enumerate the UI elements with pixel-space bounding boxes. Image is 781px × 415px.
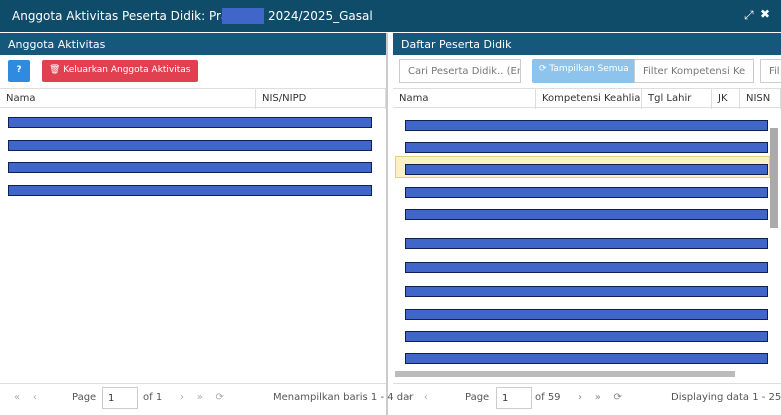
button-label: Keluarkan Anggota Aktivitas	[63, 65, 191, 75]
redaction	[405, 262, 768, 273]
button-label: Tampilkan Semua	[549, 64, 629, 74]
window-title-suffix: 2024/2025_Gasal	[268, 9, 373, 23]
pager: « ‹ Page 1 of 59 › » ⟳ Displaying data 1…	[393, 383, 781, 413]
column-header[interactable]: JK	[712, 89, 740, 109]
page-label: Page	[465, 392, 490, 403]
left-panel: Anggota Aktivitas ? 🗑 Keluarkan Anggota …	[0, 33, 413, 415]
redaction	[405, 142, 768, 153]
redaction	[405, 353, 768, 364]
pager: « ‹ Page 1 of 1 › » ⟳ Menampilkan baris …	[0, 383, 413, 413]
redaction	[8, 117, 372, 128]
pager-info: Menampilkan baris 1 - 4 dar	[273, 392, 414, 403]
help-button[interactable]: ?	[8, 60, 30, 82]
grid-header: Nama Kompetensi Keahlian Tgl Lahir JK NI…	[393, 88, 781, 109]
redaction	[405, 309, 768, 320]
maximize[interactable]: ⤢	[744, 8, 754, 22]
redaction	[405, 209, 768, 220]
panel-title: Anggota Aktivitas	[0, 33, 386, 55]
redaction	[405, 187, 768, 198]
pager-nav[interactable]: › » ⟳	[180, 392, 224, 403]
page-count: of 59	[535, 392, 561, 403]
redaction	[8, 140, 372, 151]
close[interactable]: ✖	[760, 7, 771, 21]
title-bar: Anggota Aktivitas Peserta Didik: Prakeri…	[0, 0, 781, 32]
redaction	[405, 331, 768, 342]
panel-title: Daftar Peserta Didik	[393, 33, 781, 55]
pager-nav[interactable]: « ‹	[405, 392, 428, 403]
column-header[interactable]: NIS/NIPD	[256, 89, 386, 109]
redaction	[405, 120, 768, 131]
h-scrollbar[interactable]	[395, 371, 735, 377]
column-header[interactable]: Tgl Lahir	[642, 89, 712, 109]
scrollbar[interactable]	[770, 128, 778, 228]
page-input[interactable]: 1	[496, 387, 532, 409]
window-title: Anggota Aktivitas Peserta Didik: Prakeri…	[12, 9, 259, 23]
grid-header: Nama NIS/NIPD	[0, 88, 386, 109]
page-input[interactable]: 1	[102, 387, 138, 409]
redaction	[8, 162, 372, 173]
search-input[interactable]: Cari Peserta Didik.. (Enter	[399, 59, 521, 83]
column-header[interactable]: NISN	[740, 89, 781, 109]
redaction	[8, 185, 372, 196]
pager-info: Displaying data 1 - 25 of 1	[671, 392, 781, 403]
redaction	[405, 286, 768, 297]
right-panel: Daftar Peserta Didik Cari Peserta Didik.…	[393, 33, 781, 415]
redaction	[405, 238, 768, 249]
filter-text: Filter Kompetensi Ke	[643, 66, 746, 77]
page-label: Page	[72, 392, 97, 403]
column-header[interactable]: Nama	[0, 89, 256, 109]
show-all-button[interactable]: ⟳ Tampilkan Semua	[532, 59, 636, 83]
column-header[interactable]: Nama	[393, 89, 536, 109]
pager-nav[interactable]: « ‹	[14, 392, 37, 403]
pager-nav[interactable]: › » ⟳	[578, 392, 622, 403]
remove-button[interactable]: 🗑 Keluarkan Anggota Aktivitas	[42, 60, 198, 82]
redaction	[405, 164, 768, 175]
page-count: of 1	[143, 392, 163, 403]
column-header[interactable]: Kompetensi Keahlian	[536, 89, 642, 109]
redaction	[222, 8, 264, 24]
filter-combo[interactable]: Fil	[760, 59, 781, 83]
filter-combo[interactable]: Filter Kompetensi Ke	[634, 59, 754, 83]
